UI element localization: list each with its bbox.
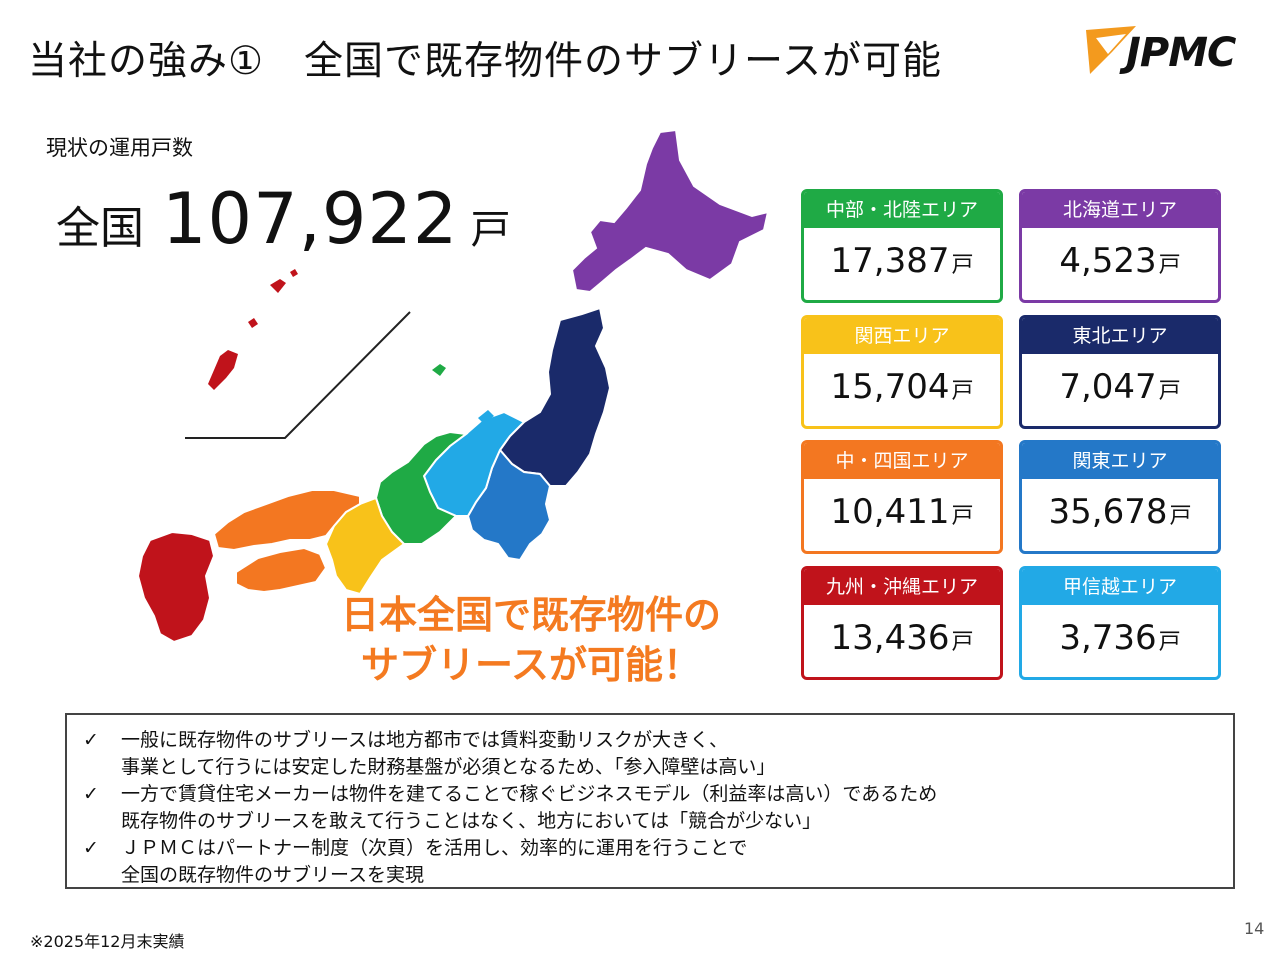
summary-total: 全国 107,922 戸 xyxy=(56,178,510,260)
map-region-tohoku xyxy=(498,306,612,487)
map-region-chubu xyxy=(374,430,469,545)
map-region-shikoku xyxy=(235,546,328,594)
map-region-chugoku xyxy=(212,489,361,552)
area-card-value: 4,523戸 xyxy=(1022,228,1218,299)
strength-item: ✓ 一般に既存物件のサブリースは地方都市では賃料変動リスクが大きく、 事業として… xyxy=(83,727,1233,781)
area-card-value: 13,436戸 xyxy=(804,605,1000,676)
summary-subtitle: 現状の運用戸数 xyxy=(46,136,193,160)
page-number: 14 xyxy=(1244,919,1265,938)
area-card-value: 7,047戸 xyxy=(1022,354,1218,425)
area-value-number: 13,436 xyxy=(830,618,950,658)
area-card-name: 関東エリア xyxy=(1022,443,1218,479)
area-card-hokkaido: 北海道エリア 4,523戸 xyxy=(1019,189,1221,303)
area-card-name: 中・四国エリア xyxy=(804,443,1000,479)
area-card-name: 東北エリア xyxy=(1022,318,1218,354)
strength-line: ＪＰＭＣはパートナー制度（次頁）を活用し、効率的に運用を行うことで xyxy=(121,837,748,859)
area-card-value: 17,387戸 xyxy=(804,228,1000,299)
strength-line: 一方で賃貸住宅メーカーは物件を建てることで稼ぐビジネスモデル（利益率は高い）であ… xyxy=(121,783,938,805)
area-card-tohoku: 東北エリア 7,047戸 xyxy=(1019,315,1221,429)
logo-mark-icon xyxy=(1086,26,1136,74)
strength-item: ✓ ＪＰＭＣはパートナー制度（次頁）を活用し、効率的に運用を行うことで 全国の既… xyxy=(83,835,1233,889)
area-card-value: 10,411戸 xyxy=(804,479,1000,550)
check-icon: ✓ xyxy=(83,837,99,859)
area-card-name: 甲信越エリア xyxy=(1022,569,1218,605)
area-card-name: 九州・沖縄エリア xyxy=(804,569,1000,605)
area-value-number: 3,736 xyxy=(1059,618,1157,658)
map-island-sado xyxy=(432,364,446,376)
area-value-unit: 戸 xyxy=(1158,253,1181,278)
map-island-koshinetsu xyxy=(478,410,494,424)
slogan-line-2: サブリースが可能！ xyxy=(360,643,702,687)
check-icon: ✓ xyxy=(83,729,99,751)
strengths-list: ✓ 一般に既存物件のサブリースは地方都市では賃料変動リスクが大きく、 事業として… xyxy=(67,715,1233,889)
area-card-koshinetsu: 甲信越エリア 3,736戸 xyxy=(1019,566,1221,680)
area-card-value: 3,736戸 xyxy=(1022,605,1218,676)
area-value-unit: 戸 xyxy=(951,504,974,529)
area-value-unit: 戸 xyxy=(951,253,974,278)
area-value-unit: 戸 xyxy=(1158,630,1181,655)
area-value-unit: 戸 xyxy=(1169,504,1192,529)
slogan: 日本全国で既存物件の サブリースが可能！ xyxy=(296,590,766,690)
map-region-okinawa xyxy=(208,269,298,390)
company-logo: JPMC xyxy=(1082,24,1257,80)
footnote: ※2025年12月末実績 xyxy=(30,932,185,951)
japan-map xyxy=(136,128,770,644)
slogan-line-1: 日本全国で既存物件の xyxy=(340,593,721,637)
area-value-unit: 戸 xyxy=(951,630,974,655)
summary-unit: 戸 xyxy=(470,207,511,253)
strength-item: ✓ 一方で賃貸住宅メーカーは物件を建てることで稼ぐビジネスモデル（利益率は高い）… xyxy=(83,781,1233,835)
area-value-number: 4,523 xyxy=(1059,241,1157,281)
strength-line: 全国の既存物件のサブリースを実現 xyxy=(121,864,425,886)
area-value-unit: 戸 xyxy=(951,379,974,404)
strength-line: 既存物件のサブリースを敢えて行うことはなく、地方においては「競合が少ない」 xyxy=(121,810,822,832)
area-card-kanto: 関東エリア 35,678戸 xyxy=(1019,440,1221,554)
area-card-value: 15,704戸 xyxy=(804,354,1000,425)
area-value-number: 35,678 xyxy=(1048,492,1168,532)
page-title: 当社の強み① 全国で既存物件のサブリースが可能 xyxy=(28,39,943,84)
map-region-hokkaido xyxy=(570,128,770,294)
summary-total-value: 107,922 xyxy=(162,178,459,260)
area-card-chubu: 中部・北陸エリア 17,387戸 xyxy=(801,189,1003,303)
check-icon: ✓ xyxy=(83,783,99,805)
area-card-kansai: 関西エリア 15,704戸 xyxy=(801,315,1003,429)
map-region-kyushu xyxy=(136,530,216,644)
area-card-kyushu: 九州・沖縄エリア 13,436戸 xyxy=(801,566,1003,680)
area-value-number: 10,411 xyxy=(830,492,950,532)
summary-prefix: 全国 xyxy=(56,203,144,254)
area-card-value: 35,678戸 xyxy=(1022,479,1218,550)
area-value-unit: 戸 xyxy=(1158,379,1181,404)
strengths-box: ✓ 一般に既存物件のサブリースは地方都市では賃料変動リスクが大きく、 事業として… xyxy=(65,713,1235,889)
strength-line: 事業として行うには安定した財務基盤が必須となるため、「参入障壁は高い」 xyxy=(121,756,776,778)
area-value-number: 7,047 xyxy=(1059,367,1157,407)
strength-line: 一般に既存物件のサブリースは地方都市では賃料変動リスクが大きく、 xyxy=(121,729,729,751)
area-value-number: 15,704 xyxy=(830,367,950,407)
area-card-name: 北海道エリア xyxy=(1022,192,1218,228)
area-value-number: 17,387 xyxy=(830,241,950,281)
area-card-name: 関西エリア xyxy=(804,318,1000,354)
okinawa-inset-line xyxy=(185,311,411,439)
area-card-name: 中部・北陸エリア xyxy=(804,192,1000,228)
area-card-chushikoku: 中・四国エリア 10,411戸 xyxy=(801,440,1003,554)
logo-text: JPMC xyxy=(1126,30,1236,76)
